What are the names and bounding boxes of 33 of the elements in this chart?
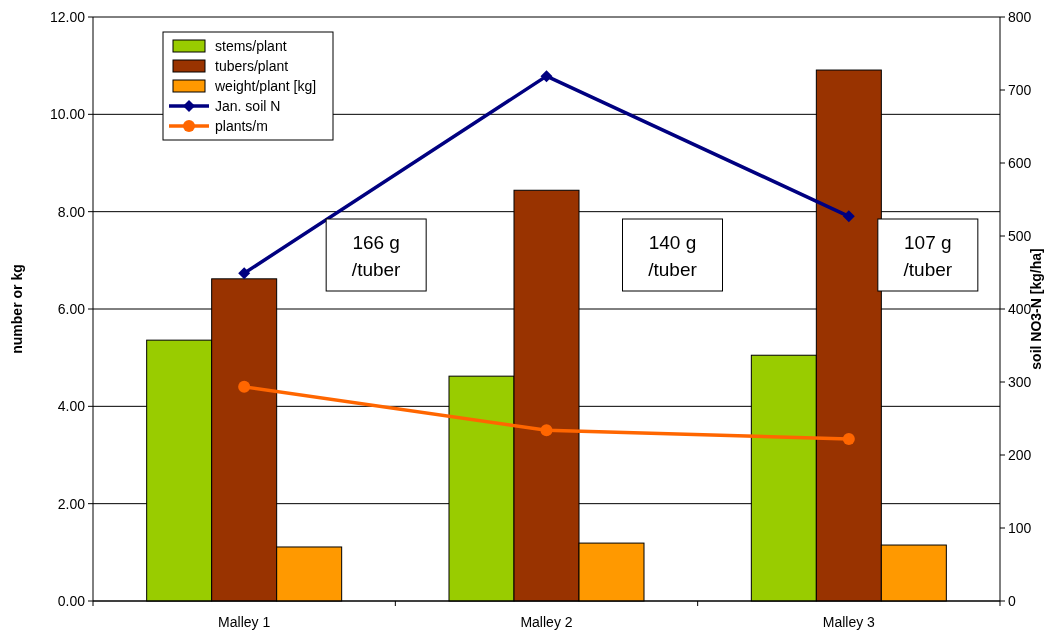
x-tick-label: Malley 3: [822, 614, 876, 630]
point: [842, 210, 855, 223]
y-axis-title: number or kg: [9, 264, 25, 354]
legend-label: tubers/plant: [215, 57, 289, 74]
y-tick-label: 4.00: [57, 398, 86, 415]
x-tick-label: Malley 1: [218, 614, 271, 630]
y2-tick-label: 600: [1008, 154, 1032, 171]
y2-tick-label: 300: [1008, 373, 1032, 390]
y-tick-label: 6.00: [57, 300, 86, 317]
x-tick-label: Malley 2: [520, 614, 573, 630]
annotation: 107 g /tuber: [903, 232, 953, 280]
y-tick-label: 8.00: [57, 203, 86, 220]
y-tick-label: 0.00: [57, 592, 86, 609]
point: [238, 267, 251, 280]
y-tick-label: 10.00: [49, 106, 86, 123]
point: [842, 432, 855, 445]
legend-label: Jan. soil N: [215, 97, 281, 114]
annotation: 166 g /tuber: [351, 232, 402, 280]
legend-label: weight/plant [kg]: [214, 77, 317, 94]
y2-tick-label: 100: [1008, 519, 1032, 536]
y2-tick-label: 200: [1008, 446, 1032, 463]
y2-tick-label: 700: [1008, 81, 1032, 98]
point: [540, 424, 553, 437]
y2-tick-label: 0: [1008, 592, 1016, 609]
y-tick-label: 2.00: [57, 495, 86, 512]
point: [238, 380, 251, 393]
point: [540, 70, 553, 83]
y-tick-label: 12.00: [49, 8, 86, 25]
legend-label: stems/plant: [215, 37, 287, 54]
legend-label: plants/m: [215, 117, 268, 134]
annotation: 140 g /tuber: [648, 232, 698, 280]
y2-tick-label: 800: [1008, 8, 1032, 25]
y2-tick-label: 500: [1008, 227, 1032, 244]
